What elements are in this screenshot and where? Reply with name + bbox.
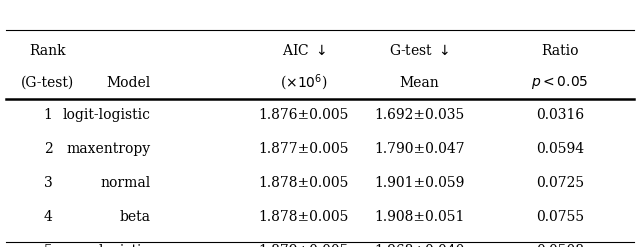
Text: logit-logistic: logit-logistic xyxy=(62,108,150,122)
Text: 4: 4 xyxy=(44,210,52,224)
Text: 1.908±0.051: 1.908±0.051 xyxy=(374,210,465,224)
Text: 0.0594: 0.0594 xyxy=(536,142,584,156)
Text: 1.878±0.005: 1.878±0.005 xyxy=(259,176,349,190)
Text: logistic: logistic xyxy=(99,244,150,247)
Text: (G-test): (G-test) xyxy=(21,76,75,90)
Text: 1.877±0.005: 1.877±0.005 xyxy=(259,142,349,156)
Text: maxentropy: maxentropy xyxy=(67,142,150,156)
Text: 1: 1 xyxy=(44,108,52,122)
Text: 0.0316: 0.0316 xyxy=(536,108,584,122)
Text: Model: Model xyxy=(106,76,150,90)
Text: 1.692±0.035: 1.692±0.035 xyxy=(374,108,465,122)
Text: 1.876±0.005: 1.876±0.005 xyxy=(259,108,349,122)
Text: 1.901±0.059: 1.901±0.059 xyxy=(374,176,465,190)
Text: 2: 2 xyxy=(44,142,52,156)
Text: 1.790±0.047: 1.790±0.047 xyxy=(374,142,465,156)
Text: 0.0508: 0.0508 xyxy=(536,244,584,247)
Text: G-test $\downarrow$: G-test $\downarrow$ xyxy=(389,43,449,58)
Text: AIC $\downarrow$: AIC $\downarrow$ xyxy=(282,43,326,58)
Text: 0.0725: 0.0725 xyxy=(536,176,584,190)
Text: ($\times 10^6$): ($\times 10^6$) xyxy=(280,73,328,93)
Text: Rank: Rank xyxy=(29,44,67,58)
Text: 5: 5 xyxy=(44,244,52,247)
Text: 3: 3 xyxy=(44,176,52,190)
Text: 0.0755: 0.0755 xyxy=(536,210,584,224)
Text: Mean: Mean xyxy=(399,76,439,90)
Text: beta: beta xyxy=(120,210,150,224)
Text: normal: normal xyxy=(100,176,150,190)
Text: 1.879±0.005: 1.879±0.005 xyxy=(259,244,349,247)
Text: $p < 0.05$: $p < 0.05$ xyxy=(531,74,589,91)
Text: 1.968±0.040: 1.968±0.040 xyxy=(374,244,465,247)
Text: 1.878±0.005: 1.878±0.005 xyxy=(259,210,349,224)
Text: Ratio: Ratio xyxy=(541,44,579,58)
